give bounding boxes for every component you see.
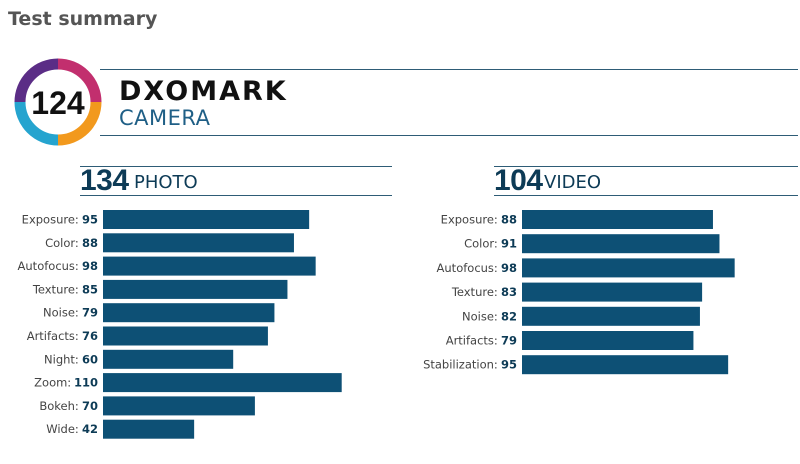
photo-label-6: Night:	[44, 352, 79, 366]
video-label-1: Color:	[464, 237, 498, 251]
video-score: 104	[494, 164, 543, 197]
video-label-2: Autofocus:	[437, 261, 498, 275]
photo-label-5: Artifacts:	[27, 329, 79, 343]
photo-label-2: Autofocus:	[18, 259, 79, 273]
product-label: CAMERA	[119, 106, 211, 130]
header-top-rule	[100, 69, 798, 70]
brand-wordmark: DXOMARK	[119, 76, 288, 107]
photo-top-rule	[80, 166, 392, 167]
photo-bar-9	[103, 419, 195, 439]
photo-value-4: 79	[82, 306, 98, 320]
photo-bar-8	[103, 396, 255, 416]
overall-score: 124	[31, 85, 85, 121]
photo-value-8: 70	[82, 399, 98, 413]
video-bottom-rule	[494, 195, 798, 196]
photo-label-8: Bokeh:	[39, 399, 78, 413]
video-value-6: 95	[501, 358, 517, 372]
photo-bar-chart: 95Exposure:88Color:98Autofocus:85Texture…	[18, 210, 342, 439]
photo-bar-3	[103, 279, 288, 299]
photo-value-9: 42	[82, 422, 98, 436]
video-label-6: Stabilization:	[423, 358, 498, 372]
photo-title: PHOTO	[134, 172, 198, 193]
video-label-4: Noise:	[462, 309, 498, 323]
video-bar-6	[522, 355, 729, 375]
video-bar-chart: 88Exposure:91Color:98Autofocus:83Texture…	[423, 210, 735, 375]
header-bottom-rule	[100, 135, 798, 136]
video-value-0: 88	[501, 213, 517, 227]
video-title: VIDEO	[544, 172, 602, 193]
photo-bar-6	[103, 349, 234, 369]
photo-label-3: Texture:	[32, 282, 79, 296]
video-bar-4	[522, 306, 700, 326]
photo-value-7: 110	[74, 376, 98, 390]
photo-label-4: Noise:	[43, 306, 79, 320]
photo-label-0: Exposure:	[22, 213, 79, 227]
video-bar-1	[522, 234, 720, 254]
photo-value-2: 98	[82, 259, 98, 273]
photo-score: 134	[80, 164, 129, 197]
photo-bar-0	[103, 210, 310, 229]
video-value-1: 91	[501, 237, 517, 251]
video-value-3: 83	[501, 285, 517, 299]
photo-value-0: 95	[82, 213, 98, 227]
photo-value-1: 88	[82, 236, 98, 250]
score-ring-icon: 124	[14, 58, 102, 146]
video-value-2: 98	[501, 261, 517, 275]
video-bar-2	[522, 258, 735, 278]
photo-bar-2	[103, 256, 316, 276]
video-bar-0	[522, 210, 713, 229]
photo-bar-5	[103, 326, 268, 346]
video-top-rule	[494, 166, 798, 167]
photo-value-3: 85	[82, 282, 98, 296]
video-label-0: Exposure:	[441, 213, 498, 227]
video-label-5: Artifacts:	[446, 334, 498, 348]
photo-value-6: 60	[82, 352, 98, 366]
page-heading: Test summary	[8, 8, 158, 30]
photo-bar-4	[103, 303, 275, 323]
photo-label-7: Zoom:	[34, 376, 71, 390]
photo-label-1: Color:	[45, 236, 79, 250]
photo-label-9: Wide:	[46, 422, 79, 436]
video-bar-5	[522, 331, 694, 350]
video-label-3: Texture:	[451, 285, 498, 299]
video-value-4: 82	[501, 309, 517, 323]
photo-value-5: 76	[82, 329, 98, 343]
dxomark-score-logo: 124	[12, 56, 104, 148]
video-bar-3	[522, 282, 703, 302]
photo-bar-7	[103, 373, 342, 393]
video-value-5: 79	[501, 334, 517, 348]
photo-bar-1	[103, 233, 294, 253]
photo-bottom-rule	[80, 195, 392, 196]
